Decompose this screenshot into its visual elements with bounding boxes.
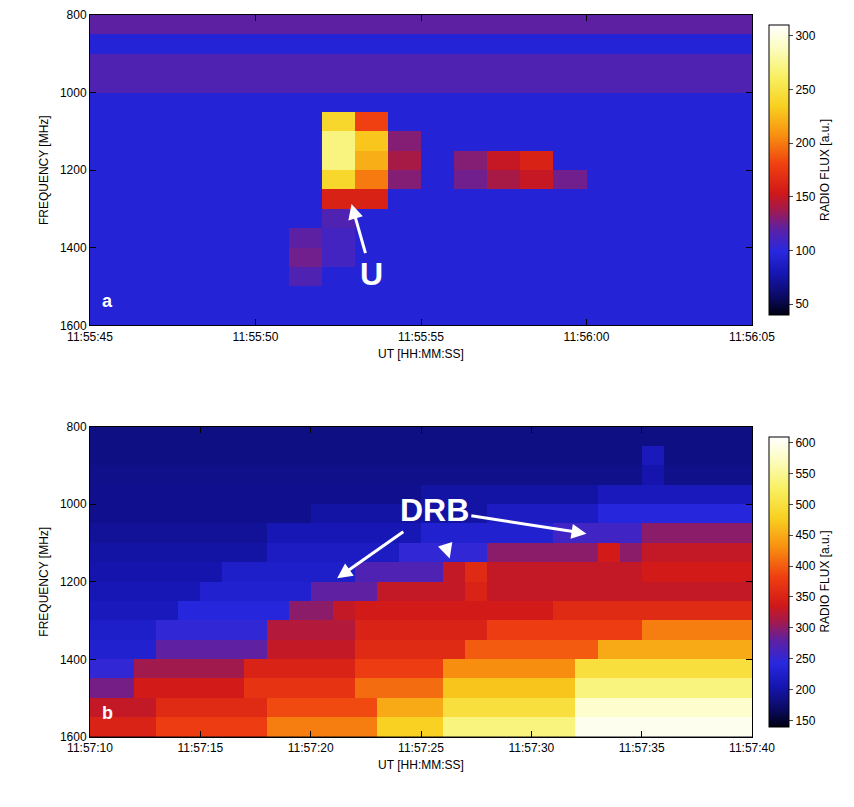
svg-text:800: 800 bbox=[67, 8, 87, 22]
svg-text:250: 250 bbox=[795, 83, 815, 97]
svg-text:11:55:50: 11:55:50 bbox=[233, 330, 279, 344]
svg-text:300: 300 bbox=[795, 621, 815, 635]
svg-text:b: b bbox=[102, 703, 113, 723]
svg-text:1000: 1000 bbox=[60, 497, 87, 511]
svg-text:200: 200 bbox=[795, 136, 815, 150]
svg-text:550: 550 bbox=[795, 467, 815, 481]
svg-text:800: 800 bbox=[67, 420, 87, 434]
svg-text:11:57:10: 11:57:10 bbox=[67, 741, 113, 755]
svg-text:150: 150 bbox=[795, 714, 815, 728]
svg-text:11:57:40: 11:57:40 bbox=[729, 741, 775, 755]
svg-text:1600: 1600 bbox=[60, 730, 87, 744]
svg-text:DRB: DRB bbox=[400, 492, 469, 528]
svg-text:500: 500 bbox=[795, 498, 815, 512]
svg-text:11:57:20: 11:57:20 bbox=[288, 741, 334, 755]
svg-text:1400: 1400 bbox=[60, 241, 87, 255]
svg-text:600: 600 bbox=[795, 436, 815, 450]
svg-text:11:57:15: 11:57:15 bbox=[177, 741, 223, 755]
svg-text:11:57:35: 11:57:35 bbox=[619, 741, 665, 755]
svg-text:150: 150 bbox=[795, 190, 815, 204]
svg-text:300: 300 bbox=[795, 29, 815, 43]
svg-text:400: 400 bbox=[795, 559, 815, 573]
svg-text:UT [HH:MM:SS]: UT [HH:MM:SS] bbox=[378, 758, 464, 772]
svg-text:250: 250 bbox=[795, 652, 815, 666]
svg-text:50: 50 bbox=[795, 297, 809, 311]
svg-text:FREQUENCY [MHz]: FREQUENCY [MHz] bbox=[37, 115, 51, 225]
svg-text:FREQUENCY [MHz]: FREQUENCY [MHz] bbox=[37, 527, 51, 637]
svg-text:450: 450 bbox=[795, 528, 815, 542]
svg-text:350: 350 bbox=[795, 590, 815, 604]
svg-text:11:55:45: 11:55:45 bbox=[67, 330, 113, 344]
svg-text:11:55:55: 11:55:55 bbox=[398, 330, 444, 344]
svg-text:11:56:00: 11:56:00 bbox=[564, 330, 610, 344]
svg-text:200: 200 bbox=[795, 683, 815, 697]
svg-text:RADIO FLUX [a.u.]: RADIO FLUX [a.u.] bbox=[818, 119, 832, 221]
svg-text:RADIO FLUX [a.u.]: RADIO FLUX [a.u.] bbox=[818, 531, 832, 633]
svg-text:11:57:25: 11:57:25 bbox=[398, 741, 444, 755]
svg-text:100: 100 bbox=[795, 244, 815, 258]
svg-text:1400: 1400 bbox=[60, 653, 87, 667]
svg-text:11:57:30: 11:57:30 bbox=[508, 741, 554, 755]
svg-text:a: a bbox=[102, 291, 113, 311]
svg-text:1000: 1000 bbox=[60, 86, 87, 100]
svg-text:UT [HH:MM:SS]: UT [HH:MM:SS] bbox=[378, 347, 464, 361]
svg-text:1200: 1200 bbox=[60, 163, 87, 177]
svg-text:1600: 1600 bbox=[60, 319, 87, 333]
svg-text:U: U bbox=[360, 256, 383, 292]
svg-text:11:56:05: 11:56:05 bbox=[729, 330, 775, 344]
svg-text:1200: 1200 bbox=[60, 575, 87, 589]
